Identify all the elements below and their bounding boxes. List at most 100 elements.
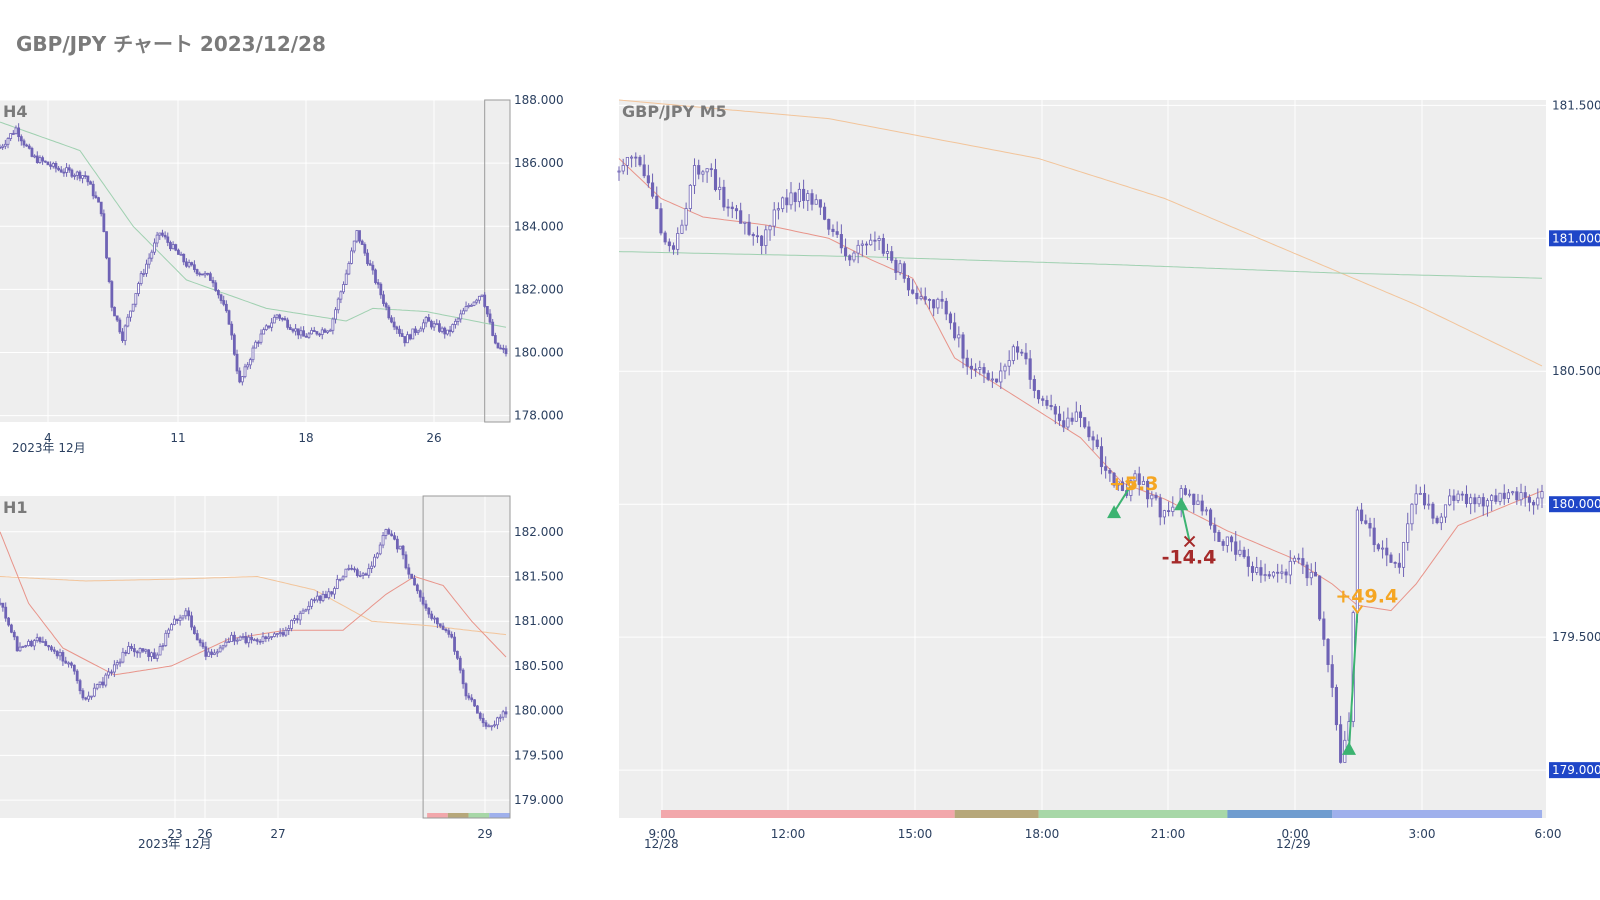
m5-y-tick-label: 181.000 bbox=[1552, 231, 1600, 245]
h1-candle-body bbox=[210, 651, 213, 655]
m5-candle-body bbox=[722, 186, 726, 208]
h4-candle-body bbox=[27, 145, 31, 149]
h1-candle-body bbox=[410, 573, 414, 579]
h4-candle-body bbox=[137, 283, 140, 294]
m5-candle-body bbox=[776, 208, 780, 211]
h4-candle-body bbox=[328, 329, 332, 332]
m5-x-axis: 9:00 12:00 15:00 18:00 21:00 0:00 3:00 6:00 bbox=[649, 827, 1562, 841]
h4-candle-body bbox=[472, 301, 476, 306]
m5-candle-body bbox=[1443, 504, 1448, 518]
m5-candle-body bbox=[999, 370, 1003, 383]
page-title: GBP/JPY チャート 2023/12/28 bbox=[16, 32, 326, 56]
h4-candle-body bbox=[235, 353, 239, 372]
h4-candle-body bbox=[344, 273, 348, 285]
m5-candle-body bbox=[932, 299, 936, 309]
m5-ma-slow-line bbox=[618, 99, 1543, 367]
trade-path-line bbox=[1348, 610, 1359, 749]
m5-candle-body bbox=[730, 206, 734, 210]
m5-candle-body bbox=[902, 263, 906, 279]
m5-candle-body bbox=[1209, 509, 1213, 526]
m5-chart-panel[interactable]: +5.3 -14.4 +49.4 GBP/JPY M5 179.000 179.500… bbox=[617, 98, 1600, 851]
h4-candle-body bbox=[267, 325, 271, 328]
m5-candle-body bbox=[1481, 497, 1485, 507]
h4-candle-body bbox=[33, 155, 37, 158]
h4-candle-body bbox=[59, 169, 63, 173]
session-bar-segment bbox=[954, 810, 1039, 818]
m5-candle-body bbox=[1334, 687, 1338, 726]
h4-candle-body bbox=[403, 336, 407, 344]
m5-candle-body bbox=[894, 259, 898, 273]
m5-candle-body bbox=[1234, 541, 1238, 555]
h4-candle-body bbox=[296, 328, 300, 336]
h4-candle-body bbox=[453, 320, 457, 325]
h4-candle-body bbox=[110, 281, 114, 308]
h4-candle-body bbox=[272, 316, 276, 324]
h1-candle-body bbox=[227, 641, 231, 643]
h4-candle-body bbox=[280, 317, 284, 320]
h1-plot-area[interactable] bbox=[0, 496, 510, 818]
h1-candle-body bbox=[47, 645, 50, 648]
h1-candle-body bbox=[321, 593, 325, 601]
h4-y-tick-label: 186.000 bbox=[514, 156, 564, 170]
h1-candle-body bbox=[435, 617, 439, 625]
h4-candle-body bbox=[358, 230, 361, 242]
h1-candle-body bbox=[135, 651, 139, 654]
h1-candle-body bbox=[221, 645, 225, 649]
m5-candle-body bbox=[676, 233, 680, 250]
h4-x-tick-label: 18 bbox=[298, 431, 313, 445]
m5-candle-body bbox=[1485, 500, 1490, 507]
h4-candle-body bbox=[25, 144, 29, 147]
h4-candle-body bbox=[214, 282, 218, 291]
m5-candle-body bbox=[969, 365, 973, 370]
m5-candle-body bbox=[764, 229, 768, 246]
h1-candle-body bbox=[172, 618, 176, 625]
h1-candle-body bbox=[58, 652, 62, 657]
h1-candle-body bbox=[401, 545, 405, 556]
m5-candle-body bbox=[659, 208, 663, 234]
m5-candle-body bbox=[684, 208, 688, 226]
trade-entry-marker bbox=[1342, 741, 1357, 755]
m5-candle-body bbox=[1456, 493, 1460, 501]
h1-candle-body bbox=[201, 642, 205, 648]
m5-candle-body bbox=[734, 208, 739, 212]
h1-candle-body bbox=[427, 607, 431, 615]
m5-candle-body bbox=[957, 334, 961, 339]
h4-candle-body bbox=[360, 240, 364, 245]
h1-candle-body bbox=[295, 618, 299, 621]
m5-candle-body bbox=[1498, 492, 1502, 502]
h4-candle-body bbox=[363, 244, 367, 254]
m5-plot-layer: +5.3 -14.4 +49.4 bbox=[617, 99, 1546, 818]
h4-plot-area[interactable] bbox=[0, 100, 510, 422]
h1-candle-body bbox=[464, 683, 468, 697]
m5-candle-body bbox=[1238, 549, 1242, 555]
h4-candle-body bbox=[182, 253, 186, 263]
h1-candle-body bbox=[470, 697, 474, 701]
h1-candle-body bbox=[353, 568, 356, 571]
m5-candle-body bbox=[1322, 618, 1326, 640]
m5-candle-body bbox=[806, 193, 810, 201]
m5-candle-body bbox=[1318, 575, 1322, 620]
h1-chart-panel[interactable]: H1 179.000 179.500 180.000 180.500 181.000 18… bbox=[0, 495, 564, 851]
h4-candle-body bbox=[224, 303, 228, 312]
h1-candle-body bbox=[147, 649, 151, 657]
m5-plot-area[interactable] bbox=[619, 100, 1546, 818]
m5-candle-body bbox=[655, 195, 659, 210]
h1-candle-body bbox=[41, 641, 45, 643]
h4-candle-body bbox=[323, 329, 327, 333]
h1-candle-body bbox=[278, 632, 282, 635]
m5-candle-body bbox=[1506, 492, 1510, 499]
h4-highlight-window bbox=[484, 99, 511, 423]
h1-candle-body bbox=[107, 671, 111, 676]
h1-candle-body bbox=[341, 576, 345, 580]
h1-candle-body bbox=[12, 631, 16, 638]
h1-candle-body bbox=[55, 650, 59, 657]
h4-candle-body bbox=[232, 334, 236, 355]
h4-chart-panel[interactable]: H4 178.000 180.000 182.000 184.000 186.000 18… bbox=[0, 93, 564, 455]
m5-candle-body bbox=[1246, 556, 1250, 567]
h1-candle-body bbox=[487, 725, 491, 728]
h1-candle-body bbox=[4, 606, 8, 619]
m5-x-tick-label: 9:00 bbox=[649, 827, 676, 841]
h1-x-sublabel: 2023年 12月 bbox=[138, 837, 212, 851]
h1-candle-body bbox=[370, 565, 374, 569]
h4-candle-body bbox=[211, 280, 215, 284]
